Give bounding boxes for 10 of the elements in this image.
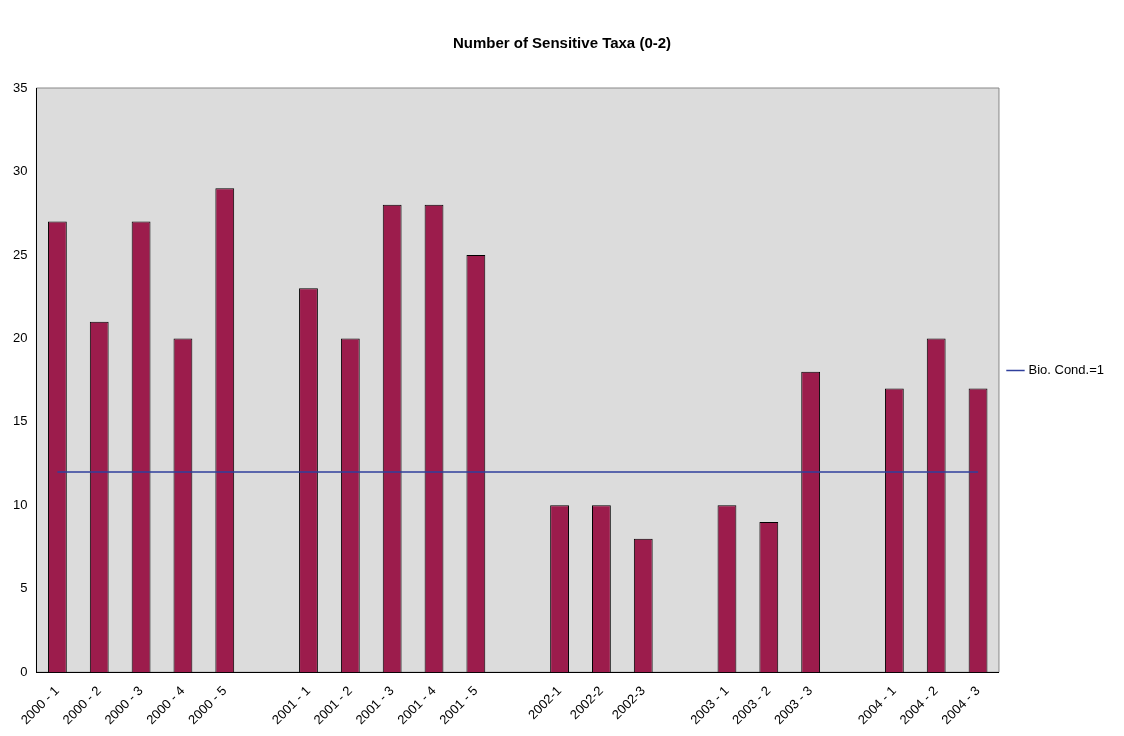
legend-label: Bio. Cond.=1 [1028,362,1105,378]
y-tick-label: 35 [12,79,28,95]
y-tick-label: 20 [12,329,28,345]
y-tick-label: 25 [12,246,28,262]
chart-title: Number of Sensitive Taxa (0-2) [452,34,672,52]
y-tick-label: 10 [12,496,28,512]
y-tick-label: 5 [20,580,28,596]
y-tick-label: 30 [12,163,28,179]
y-tick-label: 0 [20,663,28,679]
y-tick-label: 15 [12,413,28,429]
